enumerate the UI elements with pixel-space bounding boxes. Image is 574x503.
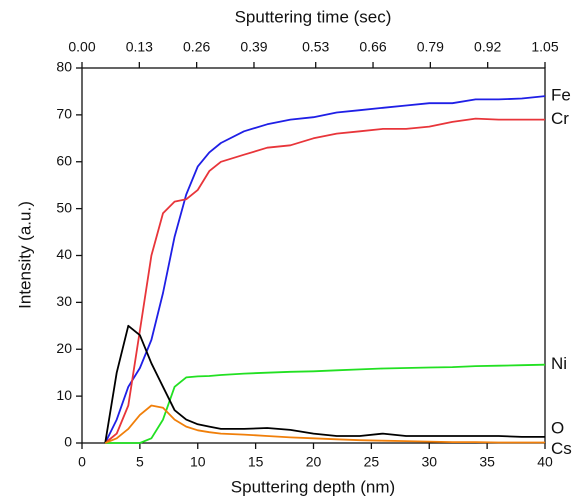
y-tick-label: 0 [64,434,72,450]
y-axis-title: Intensity (a.u.) [15,201,34,309]
series-line [105,363,546,444]
x-tick-label: 35 [479,454,495,470]
series-line [104,95,546,444]
y-tick-label: 40 [56,246,72,262]
x-tick-label: 25 [364,454,380,470]
x2-tick-label: 0.00 [68,39,95,55]
x2-tick-label: 0.92 [474,39,501,55]
x2-tick-label: 0.79 [417,39,444,55]
plot-frame [81,67,546,444]
x2-tick-label: 0.53 [302,39,329,55]
y-tick-label: 10 [56,387,72,403]
series-line [104,117,545,444]
series-label: O [551,418,564,437]
y-tick-label: 80 [56,59,72,75]
x-tick-label: 30 [421,454,437,470]
y-tick-label: 50 [56,199,72,215]
y-tick-label: 30 [56,293,72,309]
x2-tick-label: 0.66 [359,39,386,55]
x-tick-label: 10 [190,454,206,470]
series-line [104,404,545,444]
x-tick-label: 40 [537,454,553,470]
x2-tick-label: 0.39 [240,39,267,55]
y-tick-label: 20 [56,340,72,356]
x-tick-label: 5 [136,454,144,470]
x2-tick-label: 0.26 [183,39,210,55]
x2-tick-label: 0.13 [126,39,153,55]
x-axis-title: Sputtering depth (nm) [231,477,395,496]
x2-axis-title: Sputtering time (sec) [235,7,392,26]
series-label: Ni [551,354,567,373]
x-tick-label: 20 [306,454,322,470]
series-line [104,324,545,444]
series-label: Cr [551,109,569,128]
y-tick-label: 70 [56,106,72,122]
y-tick-label: 60 [56,152,72,168]
x-tick-label: 0 [78,454,86,470]
x2-tick-label: 1.05 [531,39,558,55]
series-label: Cs [551,439,572,458]
series-label: Fe [551,86,571,105]
x-tick-label: 15 [248,454,264,470]
